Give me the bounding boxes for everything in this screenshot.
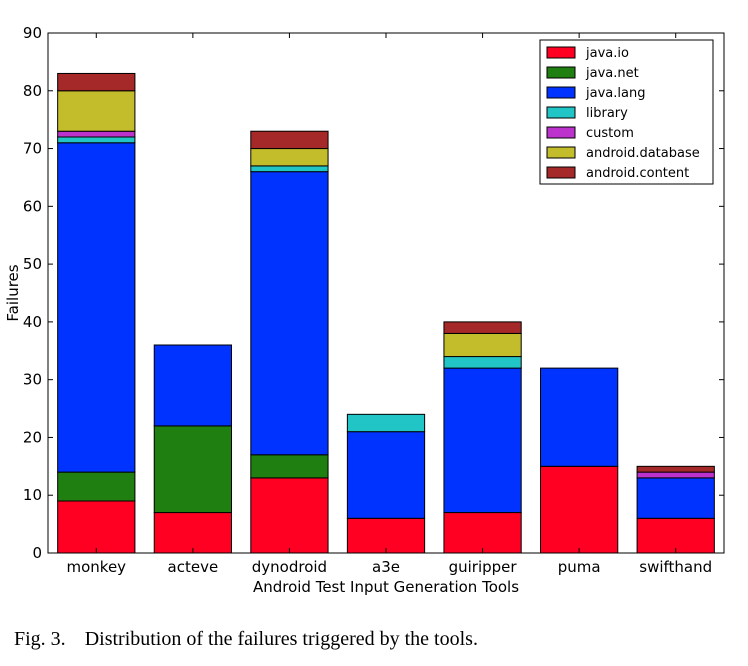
bar-swifthand-custom <box>636 471 715 479</box>
y-tick-label: 10 <box>23 486 42 504</box>
legend-swatch-android-database <box>546 146 576 159</box>
figure-caption: Fig. 3. Distribution of the failures tri… <box>14 628 478 651</box>
y-tick-label: 0 <box>32 544 42 562</box>
bar-monkey-custom <box>57 130 136 138</box>
bar-a3e-java-lang <box>346 431 426 519</box>
bar-a3e-library <box>346 413 426 433</box>
legend-swatch-java-io <box>546 46 576 59</box>
bar-acteve-java-lang <box>153 344 232 427</box>
y-tick-label: 80 <box>23 82 42 100</box>
bars-layer <box>57 72 715 554</box>
legend-swatch-library <box>546 106 576 119</box>
bar-guiripper-android-database <box>443 332 522 358</box>
bar-puma-java-io <box>540 465 619 554</box>
bar-acteve-java-net <box>153 425 232 514</box>
x-tick-label-acteve: acteve <box>168 558 219 576</box>
bar-monkey-java-io <box>57 500 136 554</box>
y-tick-label: 30 <box>23 371 42 389</box>
bar-monkey-android-content <box>57 72 136 92</box>
figure-label: Fig. 3. <box>14 628 66 650</box>
bar-acteve-java-io <box>153 512 232 554</box>
legend-label-android-content: android.content <box>586 166 689 181</box>
legend-label-java-io: java.io <box>585 46 629 61</box>
x-tick-label-a3e: a3e <box>372 558 400 576</box>
y-tick-label: 40 <box>23 313 42 331</box>
y-tick-label: 90 <box>23 24 42 42</box>
x-tick-label-monkey: monkey <box>67 558 127 576</box>
legend: java.io java.net java.lang library custom and… <box>539 39 714 185</box>
bar-swifthand-java-lang <box>636 477 715 519</box>
bar-guiripper-android-content <box>443 321 522 334</box>
legend-swatch-android-content <box>546 166 576 179</box>
ticks-layer: 0 10 20 30 40 50 60 70 80 90 <box>23 24 724 562</box>
bar-guiripper-java-io <box>443 512 522 554</box>
bar-dynodroid-android-database <box>250 148 329 167</box>
bar-dynodroid-java-io <box>250 477 329 554</box>
x-axis-title: Android Test Input Generation Tools <box>253 578 519 596</box>
legend-swatch-custom <box>546 126 576 139</box>
bar-dynodroid-android-content <box>250 130 329 150</box>
bar-guiripper-library <box>443 356 522 369</box>
bar-monkey-library <box>57 136 136 144</box>
x-tick-label-swifthand: swifthand <box>639 558 712 576</box>
legend-label-custom: custom <box>586 126 634 141</box>
bar-monkey-android-database <box>57 90 136 132</box>
legend-box <box>539 39 714 185</box>
bar-dynodroid-java-net <box>250 454 329 479</box>
legend-swatch-java-lang <box>546 86 576 99</box>
x-tick-label-guiripper: guiripper <box>449 558 518 576</box>
legend-label-library: library <box>586 106 628 121</box>
legend-label-java-net: java.net <box>585 66 639 81</box>
figure-caption-text: Distribution of the failures triggered b… <box>84 628 478 650</box>
y-tick-label: 60 <box>23 197 42 215</box>
bar-dynodroid-library <box>250 165 329 173</box>
bar-dynodroid-java-lang <box>250 171 329 456</box>
x-tick-label-puma: puma <box>558 558 601 576</box>
x-tick-label-dynodroid: dynodroid <box>252 558 327 576</box>
y-tick-label: 50 <box>23 255 42 273</box>
legend-label-android-database: android.database <box>586 146 700 161</box>
stacked-bar-chart: 0 10 20 30 40 50 60 70 80 90 monkey acteve dynodroi… <box>4 24 725 596</box>
bar-monkey-java-net <box>57 471 136 502</box>
y-tick-label: 20 <box>23 428 42 446</box>
bar-a3e-java-io <box>346 517 426 554</box>
bar-swifthand-java-io <box>636 517 715 554</box>
legend-label-java-lang: java.lang <box>585 86 645 101</box>
bar-guiripper-java-lang <box>443 367 522 514</box>
legend-swatch-java-net <box>546 66 576 79</box>
y-tick-label: 70 <box>23 140 42 158</box>
bar-puma-java-lang <box>540 367 619 467</box>
bar-monkey-java-lang <box>57 142 136 473</box>
bar-swifthand-android-content <box>636 465 715 473</box>
x-tick-labels: monkey acteve dynodroid a3e guiripper puma swi… <box>67 33 712 576</box>
y-axis-title: Failures <box>4 264 22 321</box>
